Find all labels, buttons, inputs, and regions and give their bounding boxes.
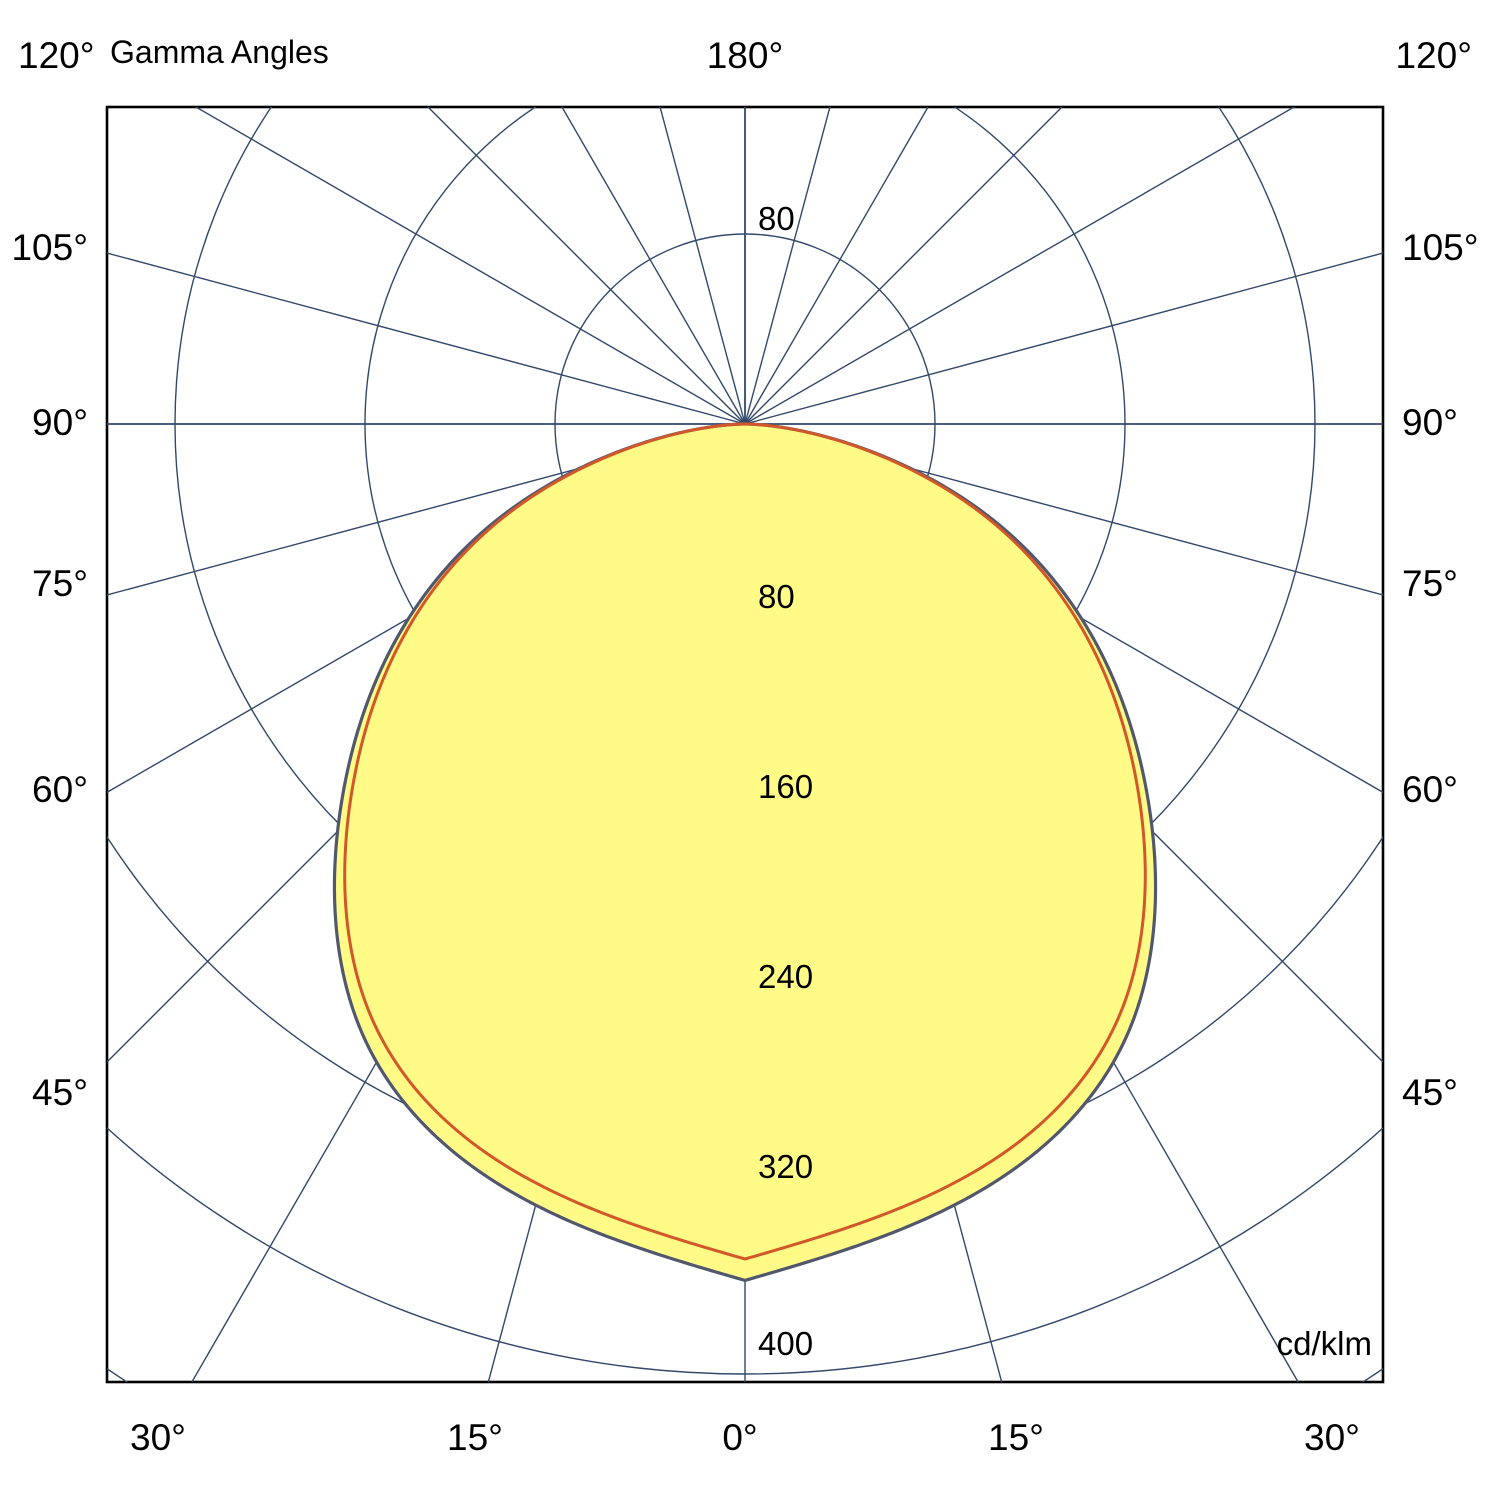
svg-text:180°: 180° xyxy=(707,35,784,76)
svg-text:15°: 15° xyxy=(447,1417,503,1458)
svg-text:45°: 45° xyxy=(1402,1072,1458,1113)
svg-text:15°: 15° xyxy=(988,1417,1044,1458)
svg-text:160: 160 xyxy=(758,768,813,805)
svg-text:Gamma Angles: Gamma Angles xyxy=(110,34,329,70)
svg-text:400: 400 xyxy=(758,1325,813,1362)
svg-text:30°: 30° xyxy=(130,1417,186,1458)
svg-text:80: 80 xyxy=(758,578,795,615)
svg-text:90°: 90° xyxy=(32,402,88,443)
svg-text:60°: 60° xyxy=(1402,769,1458,810)
svg-text:45°: 45° xyxy=(32,1072,88,1113)
svg-text:240: 240 xyxy=(758,958,813,995)
svg-text:75°: 75° xyxy=(32,563,88,604)
svg-text:90°: 90° xyxy=(1402,402,1458,443)
svg-text:105°: 105° xyxy=(11,227,88,268)
svg-text:120°: 120° xyxy=(1395,35,1472,76)
svg-text:0°: 0° xyxy=(722,1417,757,1458)
svg-text:80: 80 xyxy=(758,200,795,237)
svg-text:cd/klm: cd/klm xyxy=(1277,1325,1372,1362)
svg-text:30°: 30° xyxy=(1304,1417,1360,1458)
svg-text:120°: 120° xyxy=(18,35,95,76)
svg-text:105°: 105° xyxy=(1402,227,1479,268)
svg-text:60°: 60° xyxy=(32,769,88,810)
svg-text:75°: 75° xyxy=(1402,563,1458,604)
svg-text:320: 320 xyxy=(758,1148,813,1185)
